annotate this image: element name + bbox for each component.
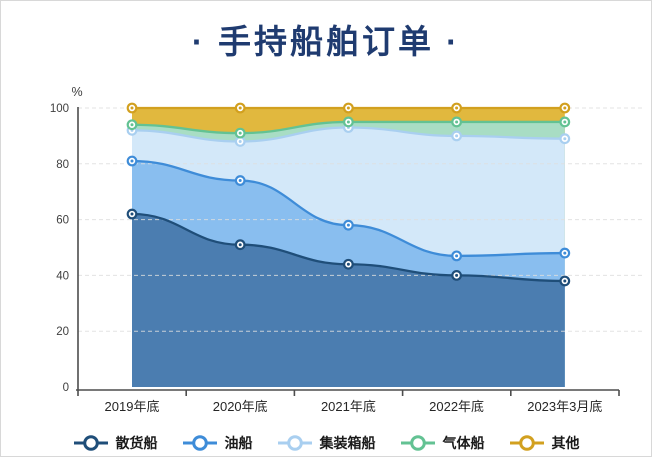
marker-dot-散货船-2019年底 (130, 212, 134, 216)
marker-dot-散货船-2023年3月底 (563, 279, 567, 283)
legend-label-气体船: 气体船 (442, 435, 485, 451)
marker-dot-散货船-2022年底 (455, 273, 459, 277)
y-axis-label-60: 60 (56, 215, 69, 227)
y-axis-label-40: 40 (56, 270, 69, 282)
y-axis-unit-label: % (71, 85, 82, 99)
marker-dot-其他-2021年底 (346, 106, 350, 110)
legend-item-油船: 油船 (182, 433, 253, 453)
x-axis-label-2019年底: 2019年底 (105, 399, 160, 414)
marker-dot-散货船-2021年底 (346, 262, 350, 266)
x-axis-label-2020年底: 2020年底 (213, 399, 268, 414)
legend-item-散货船: 散货船 (73, 433, 158, 453)
marker-dot-油船-2021年底 (346, 223, 350, 227)
marker-dot-其他-2023年3月底 (563, 106, 567, 110)
marker-dot-气体船-2023年3月底 (563, 120, 567, 124)
marker-dot-气体船-2022年底 (455, 120, 459, 124)
x-axis-label-2021年底: 2021年底 (321, 399, 376, 414)
marker-dot-气体船-2019年底 (130, 123, 134, 127)
marker-dot-油船-2019年底 (130, 159, 134, 163)
marker-dot-油船-2022年底 (455, 254, 459, 258)
y-axis-label-0: 0 (63, 382, 69, 394)
marker-dot-集装箱船-2023年3月底 (563, 137, 567, 141)
legend-label-散货船: 散货船 (115, 435, 158, 451)
legend-marker-icon-气体船 (400, 435, 435, 451)
x-axis-label-2022年底: 2022年底 (429, 399, 484, 414)
legend-marker-icon-散货船 (73, 435, 108, 451)
marker-dot-集装箱船-2020年底 (238, 139, 242, 143)
marker-dot-散货船-2020年底 (238, 243, 242, 247)
marker-dot-集装箱船-2022年底 (455, 134, 459, 138)
marker-dot-其他-2020年底 (238, 106, 242, 110)
legend-item-其他: 其他 (509, 433, 580, 453)
legend-marker-icon-其他 (509, 435, 544, 451)
x-axis-label-2023年3月底: 2023年3月底 (527, 399, 602, 414)
legend-marker-icon-油船 (182, 435, 217, 451)
y-axis-label-80: 80 (56, 159, 69, 171)
y-axis-label-100: 100 (50, 103, 69, 115)
legend-marker-icon-集装箱船 (277, 435, 312, 451)
legend-label-其他: 其他 (551, 435, 580, 451)
marker-dot-其他-2019年底 (130, 106, 134, 110)
legend-item-集装箱船: 集装箱船 (277, 433, 376, 453)
chart-legend: 散货船 油船 集装箱船 气体船 其他 (1, 429, 651, 456)
area-散货船 (132, 214, 565, 387)
marker-dot-油船-2023年3月底 (563, 251, 567, 255)
y-axis-label-20: 20 (56, 326, 69, 338)
marker-dot-其他-2022年底 (455, 106, 459, 110)
legend-item-气体船: 气体船 (400, 433, 485, 453)
legend-label-集装箱船: 集装箱船 (319, 435, 376, 451)
legend-label-油船: 油船 (224, 435, 253, 451)
chart-title: · 手持船舶订单 · (191, 23, 461, 60)
marker-dot-气体船-2020年底 (238, 131, 242, 135)
marker-dot-气体船-2021年底 (346, 120, 350, 124)
marker-dot-油船-2020年底 (238, 179, 242, 183)
